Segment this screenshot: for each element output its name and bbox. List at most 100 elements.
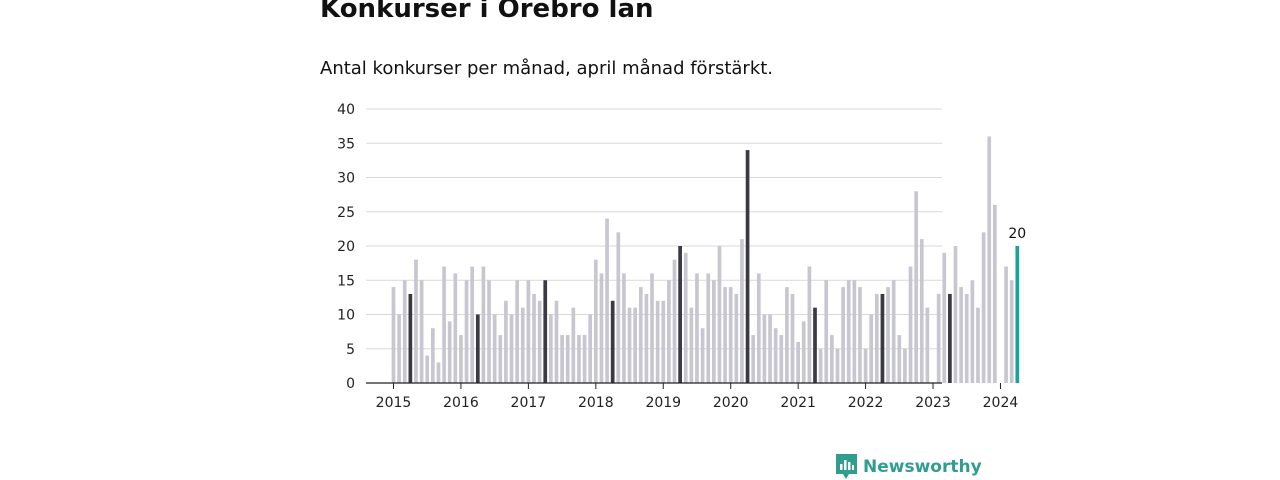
bar: [992, 204, 997, 383]
x-tick-label: 2017: [511, 395, 547, 411]
bar: [515, 280, 519, 383]
brand-logo[interactable]: Newsworthy: [836, 454, 982, 479]
x-tick-label: 2024: [983, 395, 1019, 411]
bar: [695, 273, 699, 383]
bar: [425, 355, 430, 383]
bar: [543, 280, 548, 383]
x-tick-label: 2018: [578, 395, 614, 411]
y-tick-label: 30: [337, 171, 355, 187]
x-tick-label: 2019: [645, 395, 681, 411]
y-tick-label: 35: [337, 136, 355, 152]
y-axis-ticks: 0 5 10 15 20 25 30 35 40: [337, 102, 355, 392]
bar: [768, 314, 772, 383]
bar: [616, 232, 621, 383]
x-tick-label: 2023: [915, 395, 951, 411]
y-tick-label: 15: [337, 273, 355, 289]
bar: [891, 280, 896, 383]
grid-lines: [366, 108, 942, 350]
y-tick-label: 5: [346, 342, 355, 358]
bar: [622, 273, 626, 383]
bar: [537, 300, 542, 383]
bar: [655, 300, 660, 383]
bar: [509, 314, 514, 383]
bar: [588, 314, 593, 383]
bar: [762, 314, 767, 383]
bar: [689, 307, 694, 383]
bar: [959, 287, 963, 383]
bar: [447, 321, 452, 383]
bar: [700, 328, 705, 383]
latest-value-label: 20: [1008, 226, 1026, 242]
bar: [582, 335, 587, 383]
bar: [672, 259, 677, 383]
bar: [397, 314, 401, 383]
bar: [728, 287, 733, 383]
bar: [942, 252, 947, 383]
bar: [532, 293, 536, 383]
bar: [678, 246, 682, 383]
bar: [953, 246, 958, 383]
y-tick-label: 40: [337, 102, 355, 118]
bar: [858, 287, 862, 383]
bar: [740, 239, 744, 383]
bar: [481, 266, 486, 383]
bar: [852, 280, 857, 383]
bar: [779, 335, 784, 383]
bar: [790, 293, 795, 383]
brand-name: Newsworthy: [863, 456, 982, 477]
bar: [638, 287, 643, 383]
bar: [683, 252, 688, 383]
bar: [1015, 246, 1020, 383]
bar: [908, 266, 913, 383]
bar: [835, 348, 840, 383]
bar: [751, 335, 756, 383]
bar: [897, 335, 902, 383]
y-tick-label: 20: [337, 239, 355, 255]
bar: [874, 293, 879, 383]
bar: [593, 259, 598, 383]
x-tick-label: 2021: [780, 395, 816, 411]
x-tick-label: 2016: [443, 395, 479, 411]
bar: [1004, 266, 1008, 383]
bar: [605, 218, 609, 383]
bar: [475, 314, 480, 383]
bar: [745, 150, 750, 383]
bar: [706, 273, 711, 383]
bar: [436, 362, 441, 383]
x-tick-label: 2015: [376, 395, 412, 411]
bar: [970, 280, 975, 383]
bar: [565, 335, 570, 383]
chart-subtitle: Antal konkurser per månad, april månad f…: [320, 58, 774, 79]
bar: [824, 280, 829, 383]
bar: [773, 328, 778, 383]
bar: [577, 335, 581, 383]
bar: [650, 273, 654, 383]
bar: [723, 287, 727, 383]
bar: [964, 293, 969, 383]
bar: [914, 191, 919, 383]
bar: [667, 280, 671, 383]
bar: [498, 335, 503, 383]
bar: [391, 287, 396, 383]
bar: [796, 341, 800, 383]
y-tick-label: 0: [346, 376, 355, 392]
bar: [470, 266, 475, 383]
bar: [863, 348, 868, 383]
bar: [841, 287, 845, 383]
bar: [414, 259, 418, 383]
bar: [919, 239, 924, 383]
bar: [846, 280, 851, 383]
bar: [526, 280, 531, 383]
bar: [1009, 280, 1014, 383]
bar: [554, 300, 559, 383]
bar: [880, 293, 885, 383]
bar: [987, 136, 992, 383]
bar: [402, 280, 407, 383]
bar: [711, 280, 716, 383]
bar: [644, 293, 649, 383]
bar: [504, 300, 508, 383]
x-tick-label: 2020: [713, 395, 749, 411]
bar: [903, 348, 907, 383]
bar: [599, 273, 604, 383]
bar: [976, 307, 980, 383]
